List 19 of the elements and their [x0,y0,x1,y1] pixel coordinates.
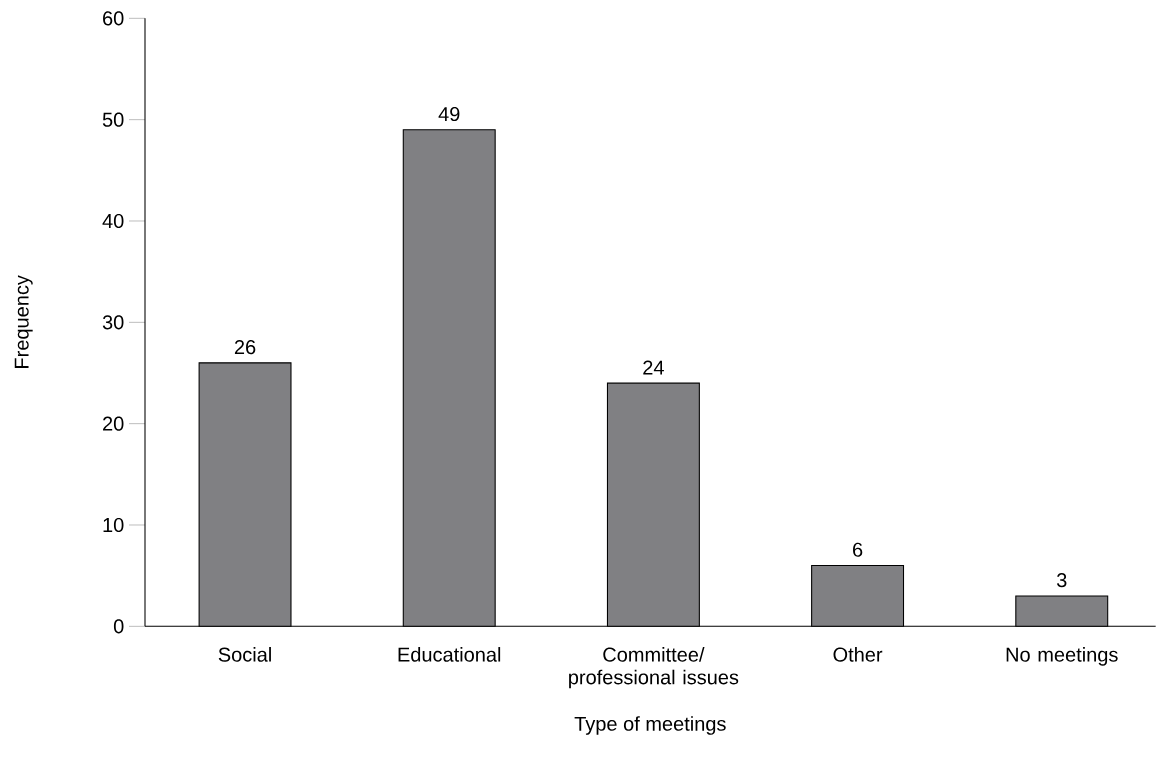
data-label: 3 [1056,572,1067,588]
x-tick-label: No meetings [1006,646,1118,666]
data-label: 26 [234,339,256,354]
data-label: 24 [643,360,664,375]
x-tick-label: Other [833,646,883,662]
x-tick-label: Committee/ professional issues [569,646,739,689]
y-tick-label: 0 [113,619,124,634]
y-tick-label: 50 [102,112,124,127]
x-tick-label: Educational [398,646,501,662]
y-tick-label: 10 [103,517,124,532]
y-tick-label: 30 [102,315,124,330]
y-tick-label: 20 [103,416,124,431]
y-tick-label: 40 [102,213,124,228]
x-axis-title: Type of meetings [574,716,726,735]
y-tick-label: 60 [103,11,124,26]
x-tick-label: Social [218,646,271,662]
y-axis-title: Frequency [14,274,33,368]
data-label: 6 [853,542,863,557]
data-label: 49 [438,106,460,121]
